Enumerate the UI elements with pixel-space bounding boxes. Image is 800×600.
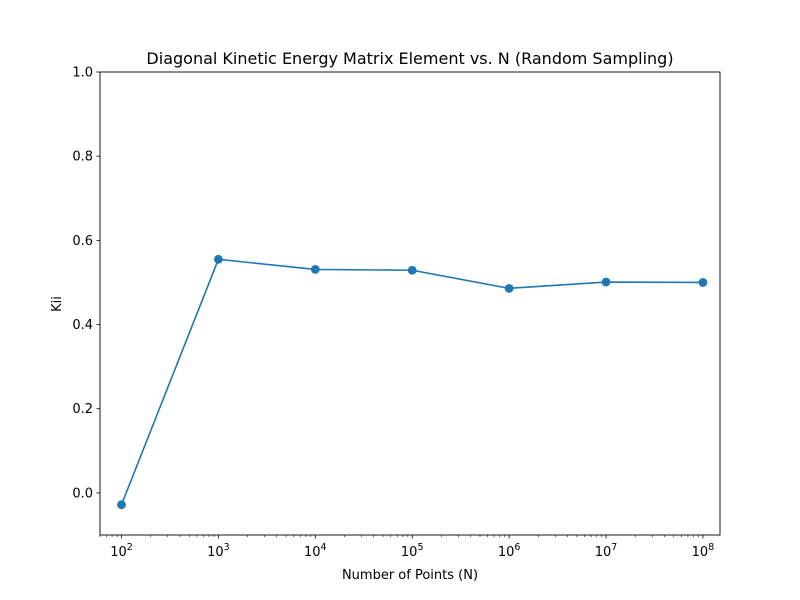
x-tick-label: 104: [304, 542, 327, 560]
x-tick-label-base: 10: [401, 545, 418, 560]
data-point: [117, 500, 126, 510]
x-tick-label-base: 10: [110, 545, 127, 560]
x-tick-label-exponent: 3: [224, 542, 230, 553]
x-tick-label-base: 10: [304, 545, 321, 560]
x-tick-label-base: 10: [595, 545, 612, 560]
x-tick-label-base: 10: [692, 545, 709, 560]
x-tick-label: 102: [110, 542, 133, 560]
x-tick-label: 106: [498, 542, 521, 560]
y-tick-label: 0.4: [72, 318, 93, 333]
x-tick-label-exponent: 5: [417, 542, 423, 553]
x-tick-label-base: 10: [207, 545, 224, 560]
y-tick-label: 0.0: [72, 486, 93, 501]
data-point: [407, 265, 417, 275]
x-axis-label: Number of Points (N): [342, 568, 478, 583]
x-tick-label-exponent: 8: [708, 542, 714, 553]
x-tick-label-exponent: 6: [514, 542, 520, 553]
y-tick-label: 0.8: [72, 150, 93, 165]
data-point: [698, 278, 708, 287]
x-tick-label-base: 10: [498, 545, 515, 560]
x-tick-label: 105: [401, 542, 424, 560]
x-tick-label-exponent: 2: [127, 542, 133, 553]
data-point: [601, 277, 611, 287]
y-tick-label: 0.6: [72, 234, 93, 249]
x-tick-label-exponent: 4: [321, 542, 327, 553]
x-tick-label: 103: [207, 542, 230, 560]
chart-title: Diagonal Kinetic Energy Matrix Element v…: [146, 49, 673, 68]
y-tick-label: 1.0: [72, 66, 93, 81]
axes-frame: [99, 71, 721, 536]
data-point: [214, 254, 223, 264]
x-tick-label-exponent: 7: [611, 542, 617, 553]
x-tick-label: 108: [692, 542, 715, 560]
y-tick-label: 0.2: [72, 402, 93, 417]
data-point: [310, 265, 320, 274]
data-point: [504, 283, 514, 293]
y-axis-label: Kii: [50, 296, 65, 312]
x-tick-label: 107: [595, 542, 618, 560]
